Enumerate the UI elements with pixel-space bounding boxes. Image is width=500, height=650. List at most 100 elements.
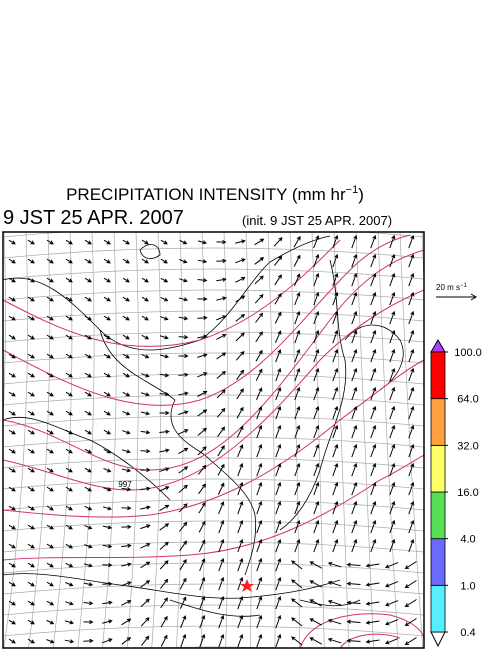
wind-arrow — [159, 541, 169, 551]
wind-arrow — [294, 386, 301, 401]
parallel — [3, 541, 424, 553]
wind-arrow — [389, 367, 396, 382]
wind-arrow — [346, 638, 361, 643]
wind-arrow — [237, 500, 244, 515]
colorbar-band — [430, 351, 446, 400]
colorbar-band — [430, 491, 446, 540]
parallel — [3, 520, 424, 532]
wind-arrow — [8, 277, 16, 283]
wind-arrow — [275, 481, 282, 496]
wind-arrow — [84, 296, 92, 302]
wind-arrow — [294, 519, 301, 534]
wind-arrow — [275, 386, 282, 401]
wind-arrow — [235, 258, 246, 264]
wind-arrow — [256, 576, 263, 591]
wind-arrow — [46, 562, 54, 568]
wind-arrow — [27, 600, 35, 606]
wind-arrow — [275, 405, 282, 420]
wind-arrow — [160, 239, 168, 245]
wind-arrow — [65, 410, 73, 416]
colorbar-band — [430, 444, 446, 493]
wind-arrow — [291, 636, 303, 646]
wind-arrow — [159, 429, 170, 434]
wind-arrow — [291, 560, 303, 570]
wind-arrow — [121, 562, 132, 567]
wind-arrow — [199, 576, 206, 591]
wind-arrow — [313, 462, 320, 477]
colorbar-band — [430, 538, 446, 586]
parallel — [3, 247, 424, 259]
colorbar-label: 0.4 — [460, 627, 475, 639]
wind-arrow — [293, 273, 301, 286]
wind-arrow — [408, 367, 415, 382]
wind-arrow — [365, 601, 380, 606]
wind-arrow — [65, 448, 73, 454]
wind-arrow — [389, 424, 396, 439]
wind-arrow — [351, 386, 358, 401]
valid-time: 9 JST 25 APR. 2007 — [3, 207, 184, 229]
wind-arrow — [274, 255, 283, 266]
wind-arrow — [370, 329, 377, 344]
wind-arrow — [27, 429, 35, 435]
wind-arrow — [327, 637, 342, 644]
parallel — [3, 583, 424, 595]
wind-arrow — [140, 598, 150, 608]
wind-arrow — [65, 543, 74, 549]
wind-arrow — [199, 614, 206, 629]
wind-arrow — [237, 614, 244, 629]
wind-arrow — [313, 519, 320, 534]
wind-arrow — [217, 445, 225, 457]
wind-arrow — [332, 538, 339, 553]
wind-arrow — [83, 582, 94, 587]
wind-arrow — [313, 310, 320, 325]
wind-arrow — [102, 581, 113, 587]
wind-arrow — [46, 639, 55, 644]
wind-arrow — [236, 388, 244, 400]
wind-arrow — [309, 637, 322, 645]
wind-arrow — [408, 500, 415, 515]
wind-arrow — [8, 410, 16, 416]
wind-arrow — [370, 234, 377, 249]
wind-arrow — [275, 519, 282, 534]
wind-arrow — [65, 467, 73, 473]
wind-arrow — [404, 618, 417, 627]
parallel — [3, 436, 424, 448]
wind-arrow — [160, 316, 169, 321]
wind-arrow — [351, 329, 358, 344]
wind-arrow — [84, 391, 92, 397]
wind-arrow — [370, 424, 377, 439]
wind-arrow — [65, 391, 73, 397]
wind-arrow — [313, 405, 320, 420]
wind-arrow — [275, 538, 282, 553]
wind-arrow — [103, 353, 111, 359]
wind-arrow — [370, 538, 377, 553]
wind-arrow — [178, 353, 189, 359]
wind-arrow — [351, 234, 358, 249]
wind-arrow — [404, 561, 417, 570]
wind-arrow — [121, 487, 132, 492]
wind-arrow — [178, 466, 189, 474]
wind-arrow — [178, 447, 189, 455]
wind-arrow — [178, 429, 189, 435]
wind-arrow — [141, 373, 150, 378]
wind-arrow — [46, 600, 55, 606]
wind-arrow — [178, 372, 189, 377]
wind-arrow — [8, 315, 16, 321]
wind-arrow — [370, 519, 377, 534]
wind-arrow — [159, 448, 170, 453]
wind-arrow — [198, 539, 206, 552]
colorbar-band — [430, 398, 446, 446]
wind-arrow — [370, 272, 377, 287]
wind-arrow — [256, 387, 263, 401]
meridian — [200, 232, 207, 648]
wind-arrow — [327, 561, 342, 568]
wind-arrow — [122, 296, 130, 302]
wind-arrow — [291, 617, 303, 627]
wind-arrow — [179, 259, 188, 264]
wind-arrow — [218, 557, 225, 572]
wind-arrow — [370, 310, 377, 325]
wind-arrow — [65, 239, 73, 245]
wind-arrow — [27, 619, 35, 625]
wind-arrow — [313, 443, 320, 458]
wind-arrow — [46, 391, 54, 397]
